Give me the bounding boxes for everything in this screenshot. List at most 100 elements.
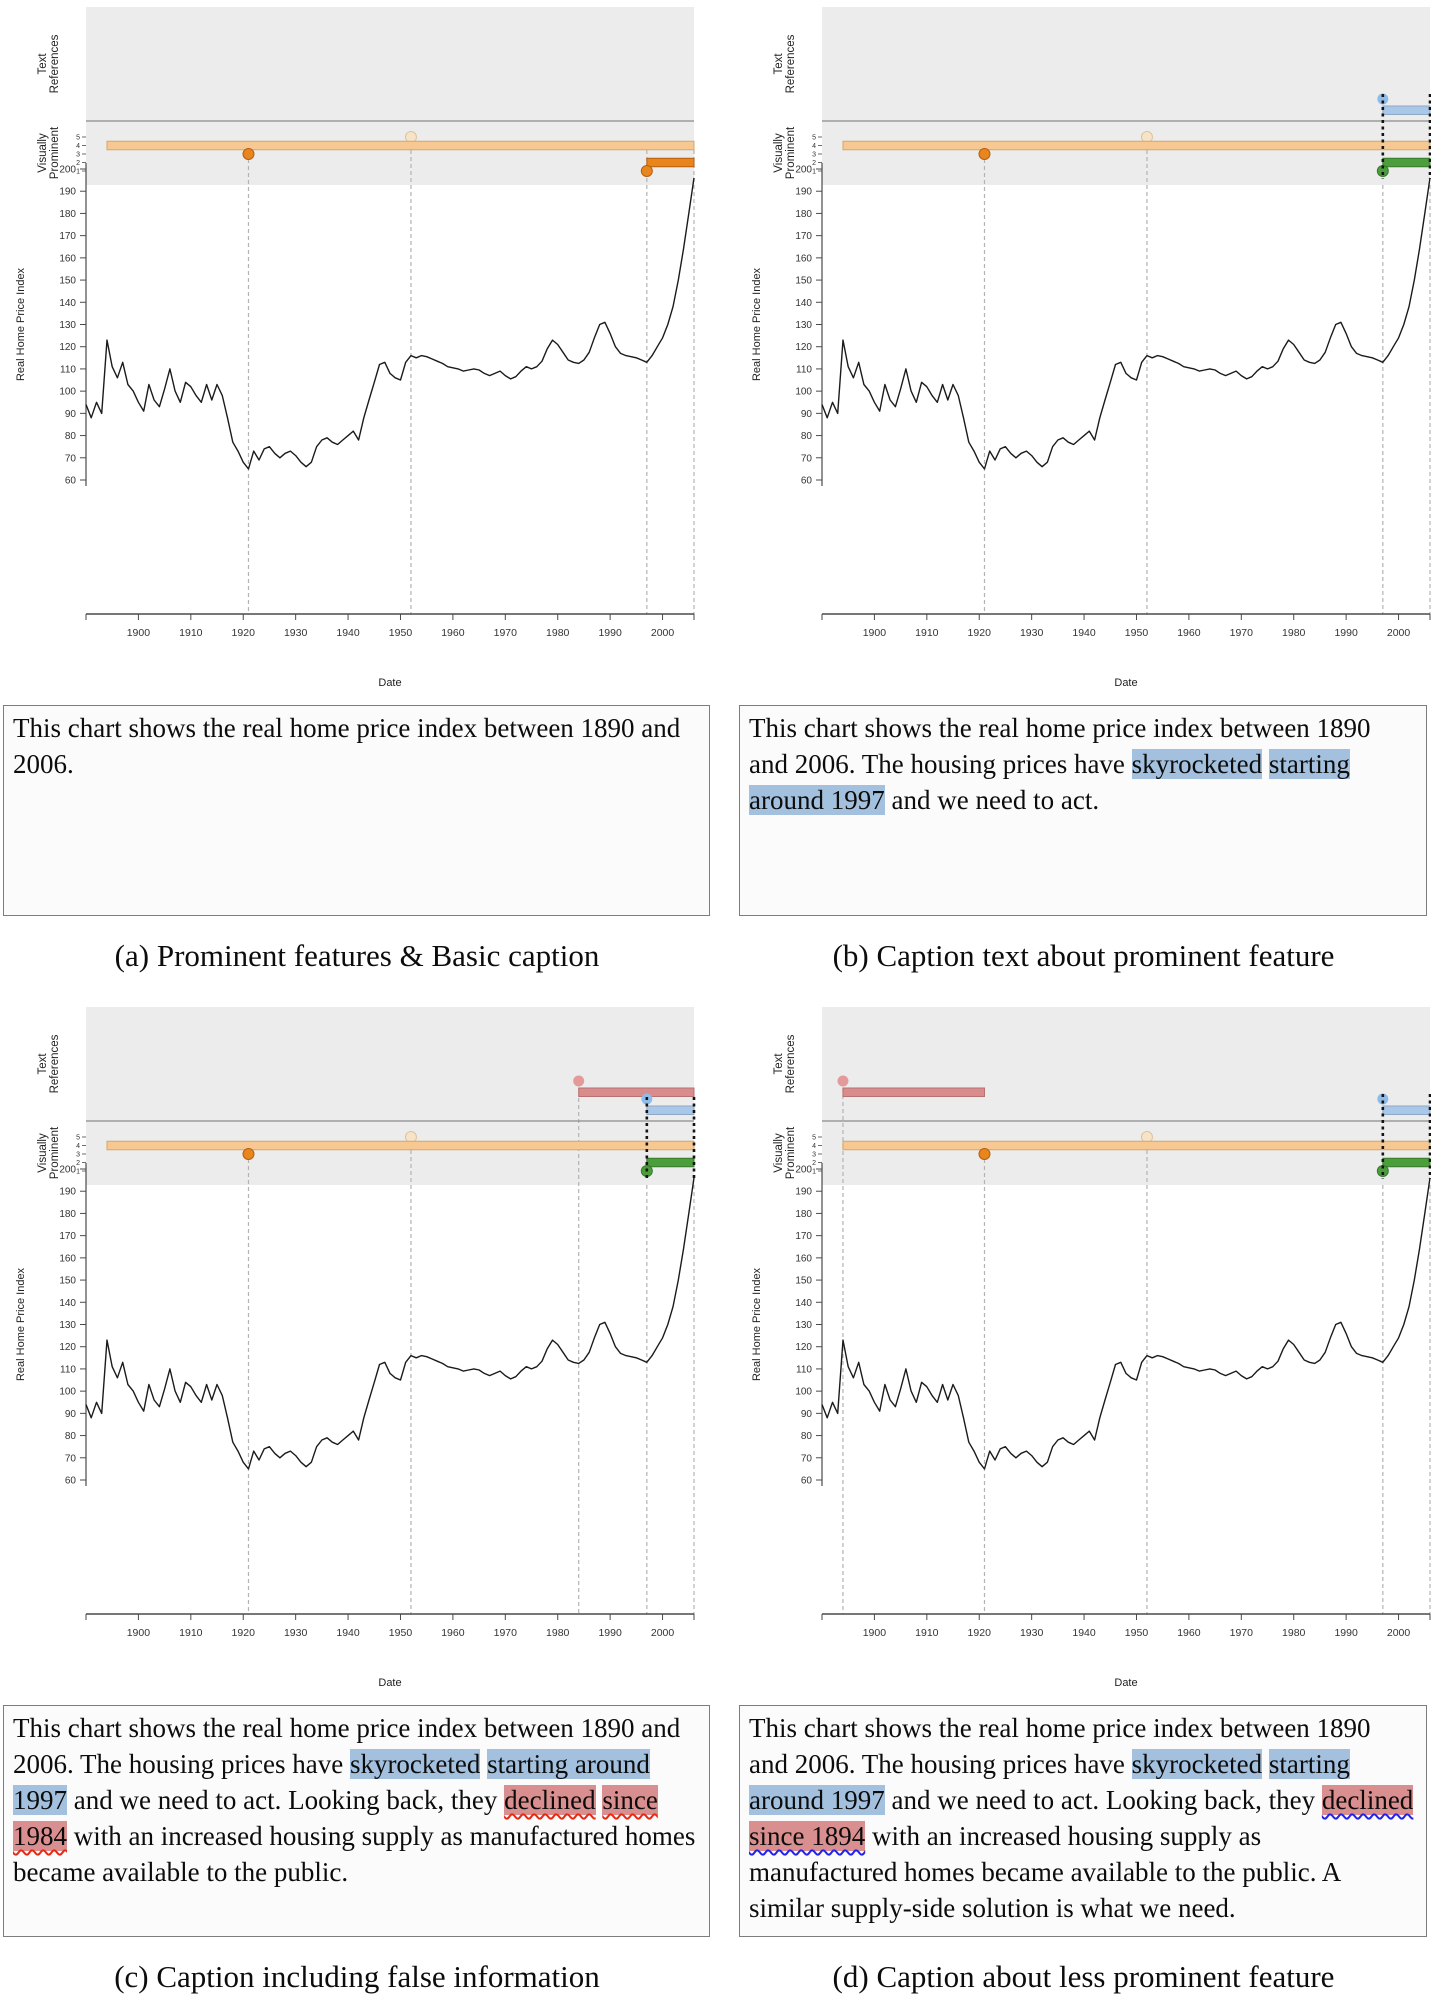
svg-text:1920: 1920 [232,1627,256,1639]
chart-figure-d: 54 32 1 TextReferences VisuallyProminent 60 70… [751,1007,1431,1689]
svg-text:150: 150 [795,276,812,287]
caption-box-d: This chart shows the real home price ind… [739,1705,1427,1937]
svg-text:80: 80 [801,1431,813,1442]
svg-text:120: 120 [59,1342,76,1353]
dashed-guides [247,143,695,614]
svg-text:1920: 1920 [232,627,256,639]
svg-text:90: 90 [65,409,77,420]
svg-text:140: 140 [795,298,812,309]
svg-text:1: 1 [76,169,80,176]
svg-text:4: 4 [812,143,816,150]
dashed-guides [247,1098,695,1614]
svg-text:2: 2 [812,160,816,167]
subcaption-b: (b) Caption text about prominent feature [832,938,1335,973]
svg-text:1930: 1930 [284,627,308,639]
svg-text:1970: 1970 [1230,1627,1254,1639]
panel-b: 5 4 3 2 1 TextReferences VisuallyProminent 60 70… [714,0,1431,974]
x-axis: 1900 1910 1920 1930 1940 1950 1960 1970 1980 1990… [821,613,1431,639]
svg-text:70: 70 [65,1453,77,1464]
svg-text:2: 2 [76,160,80,167]
y-axis-title: Real Home Price Index [15,1267,27,1381]
svg-text:1970: 1970 [1230,627,1254,639]
svg-text:200: 200 [795,1165,812,1176]
svg-text:3: 3 [812,1152,816,1159]
svg-text:1950: 1950 [389,627,413,639]
black-dashed-connectors [645,1097,696,1179]
svg-text:90: 90 [65,1409,77,1420]
svg-text:1990: 1990 [1334,1627,1358,1639]
svg-text:140: 140 [59,298,76,309]
svg-text:3: 3 [812,152,816,159]
svg-text:80: 80 [65,431,77,442]
svg-text:110: 110 [796,1364,812,1375]
svg-text:1990: 1990 [598,627,622,639]
svg-text:1970: 1970 [494,1627,518,1639]
svg-text:100: 100 [59,1387,76,1398]
y-axis-title: Real Home Price Index [751,267,763,381]
caption-text-b: This chart shows the real home price ind… [749,713,1371,815]
svg-text:4: 4 [76,143,80,150]
svg-text:70: 70 [801,1453,813,1464]
subcaption-a: (a) Prominent features & Basic caption [114,938,600,973]
svg-text:1940: 1940 [1072,627,1096,639]
text-references-label: TextReferences [773,1034,797,1093]
chart-figure-b: 54 32 1 TextReferences VisuallyProminent 60 70… [751,7,1431,689]
caption-text-a: This chart shows the real home price ind… [13,713,681,779]
caption-text-c: This chart shows the real home price ind… [13,1713,696,1887]
svg-text:110: 110 [796,364,812,375]
svg-text:1960: 1960 [441,1627,465,1639]
svg-text:1910: 1910 [915,627,939,639]
svg-text:180: 180 [795,209,812,220]
prominence-axis: 54 32 1 [812,1135,822,1176]
svg-text:1980: 1980 [546,627,570,639]
svg-text:1980: 1980 [1282,1627,1306,1639]
mini-feature-chart [86,7,694,185]
svg-text:1990: 1990 [598,1627,622,1639]
price-index-line [85,177,695,470]
svg-text:200: 200 [795,165,812,176]
svg-text:1940: 1940 [1072,1627,1096,1639]
svg-text:3: 3 [76,1152,80,1159]
svg-text:1930: 1930 [284,1627,308,1639]
price-index-line [821,1177,1431,1470]
svg-text:1930: 1930 [1020,1627,1044,1639]
y-axis-title: Real Home Price Index [15,267,27,381]
text-reference-marks [573,1075,695,1115]
svg-text:1970: 1970 [494,627,518,639]
svg-text:180: 180 [59,1209,76,1220]
svg-text:2000: 2000 [1387,627,1411,639]
svg-text:160: 160 [795,1253,812,1264]
panel-c: 5 4 3 2 1 TextReferences VisuallyProminent 60 70… [0,1000,714,1995]
text-references-label: TextReferences [37,1034,61,1093]
x-axis-title: Date [1114,677,1137,689]
svg-text:1980: 1980 [546,1627,570,1639]
text-references-label: TextReferences [773,34,797,93]
x-axis: 1900 1910 1920 1930 1940 1950 1960 1970 1980 1990… [85,1613,695,1639]
text-references-label: TextReferences [37,34,61,93]
visually-prominent-label: VisuallyProminent [773,126,797,179]
svg-text:200: 200 [59,1165,76,1176]
svg-text:140: 140 [59,1298,76,1309]
price-index-line [85,1177,695,1470]
text-reference-marks [1377,93,1431,115]
text-reference-marks [837,1075,1431,1115]
visually-prominent-label: VisuallyProminent [37,1126,61,1179]
panel-d: 5 4 3 2 1 TextReferences VisuallyProminent 60 70… [714,1000,1431,1995]
svg-text:1960: 1960 [441,627,465,639]
svg-text:4: 4 [76,1143,80,1150]
svg-text:5: 5 [76,1135,80,1142]
price-index-line [821,177,1431,470]
svg-text:1940: 1940 [336,1627,360,1639]
svg-text:80: 80 [65,1431,77,1442]
svg-text:1900: 1900 [863,1627,887,1639]
svg-text:3: 3 [76,152,80,159]
svg-text:1900: 1900 [127,627,151,639]
caption-box-b: This chart shows the real home price ind… [739,705,1427,916]
svg-text:60: 60 [801,476,813,487]
svg-text:190: 190 [795,1187,812,1198]
x-axis-title: Date [1114,1677,1137,1689]
svg-text:70: 70 [65,453,77,464]
svg-text:180: 180 [795,1209,812,1220]
prominent-feature-marks [842,131,1431,177]
svg-text:140: 140 [795,1298,812,1309]
